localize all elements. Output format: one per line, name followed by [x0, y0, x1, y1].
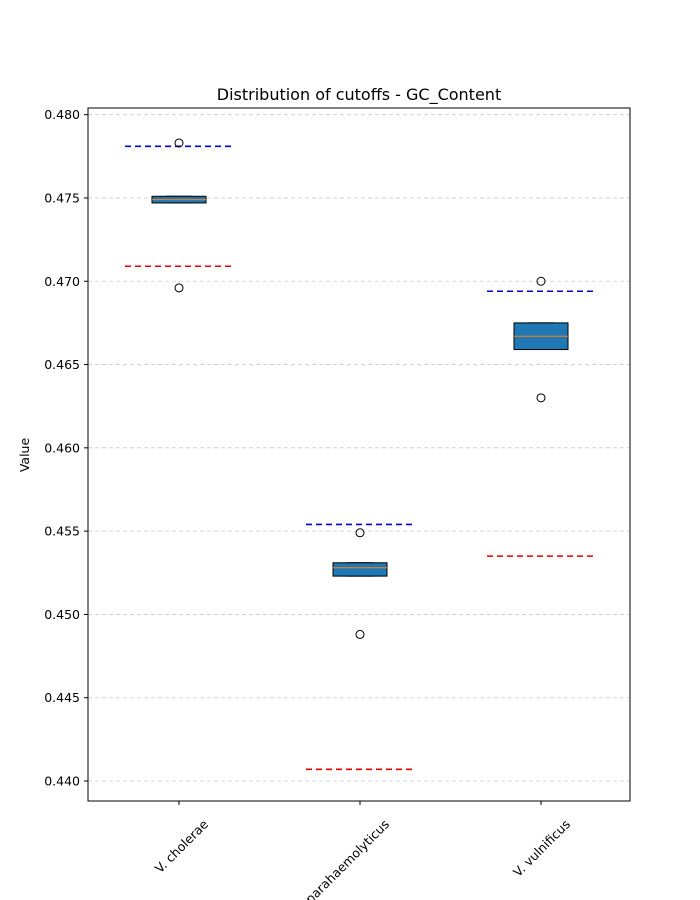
y-tick-label: 0.450	[44, 607, 80, 622]
outlier-point	[174, 138, 184, 148]
box-plots	[151, 195, 569, 577]
y-tick-label: 0.470	[44, 274, 80, 289]
plot-frame	[87, 107, 631, 802]
outlier-point	[355, 528, 365, 538]
outlier-points	[174, 138, 546, 639]
y-tick-label: 0.475	[44, 190, 80, 205]
chart-title: Distribution of cutoffs - GC_Content	[217, 85, 501, 105]
y-tick-label: 0.465	[44, 357, 80, 372]
outlier-point	[536, 393, 546, 403]
grid-lines	[88, 114, 630, 782]
y-axis-label: Value	[17, 438, 32, 473]
cutoff-lines	[125, 145, 595, 771]
y-tick-label: 0.460	[44, 440, 80, 455]
y-tick-label: 0.455	[44, 524, 80, 539]
y-axis-ticks: 0.440 0.445 0.450 0.455 0.460 0.465 0.470 0.475…	[44, 107, 88, 789]
y-tick-label: 0.445	[44, 690, 80, 705]
outlier-point	[174, 283, 184, 293]
outlier-point	[355, 629, 365, 639]
box-iqr	[332, 562, 388, 577]
y-tick-label: 0.440	[44, 774, 80, 789]
y-tick-label: 0.480	[44, 107, 80, 122]
outlier-point	[536, 276, 546, 286]
